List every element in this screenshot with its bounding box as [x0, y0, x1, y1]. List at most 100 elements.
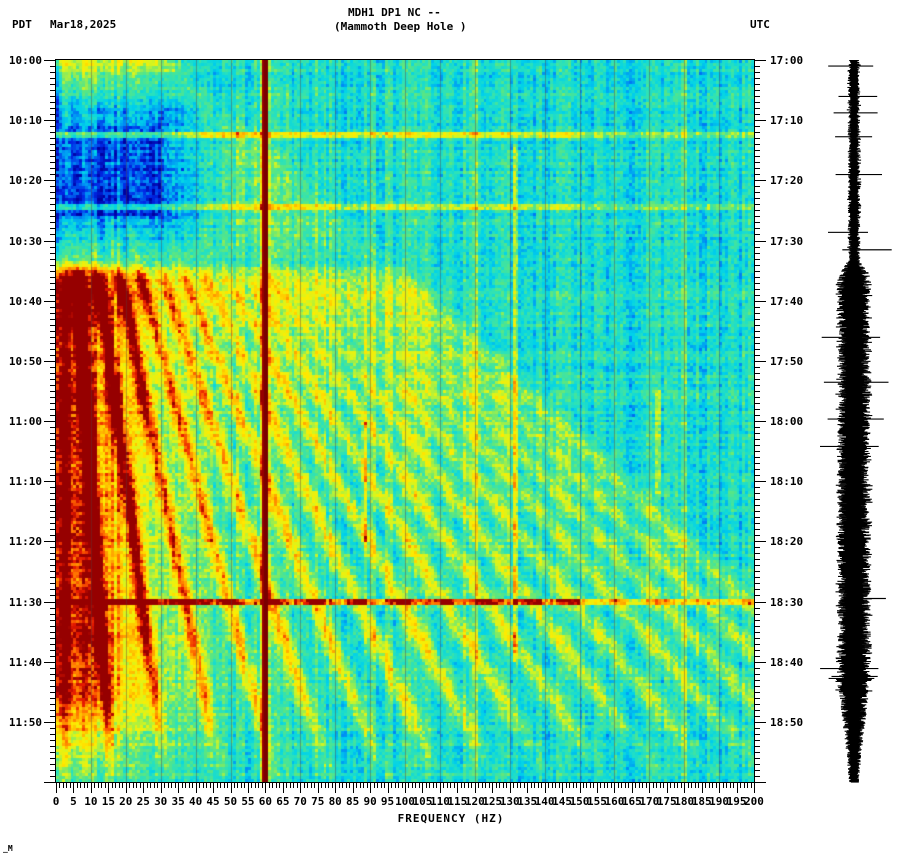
axis-major-tick — [754, 421, 766, 422]
axis-minor-tick — [754, 66, 760, 68]
axis-minor-tick — [754, 727, 760, 729]
axis-minor-tick — [754, 168, 760, 170]
axis-minor-tick — [237, 782, 239, 788]
axis-minor-tick — [279, 782, 281, 788]
time-label-utc: 17:40 — [770, 294, 804, 308]
axis-major-tick — [44, 782, 56, 783]
axis-minor-tick — [502, 782, 504, 788]
axis-minor-tick — [223, 782, 225, 788]
axis-major-tick — [108, 782, 110, 793]
frequency-label: 185 — [691, 795, 712, 808]
axis-major-tick — [596, 782, 598, 793]
axis-minor-tick — [754, 78, 760, 80]
axis-minor-tick — [268, 782, 270, 788]
axis-major-tick — [754, 120, 766, 122]
axis-minor-tick — [324, 782, 326, 788]
axis-minor-tick — [754, 342, 760, 344]
axis-minor-tick — [659, 782, 661, 788]
axis-major-tick — [44, 541, 56, 543]
axis-major-tick — [335, 782, 337, 793]
axis-minor-tick — [216, 782, 218, 788]
axis-minor-tick — [104, 782, 106, 788]
axis-minor-tick — [50, 637, 56, 639]
axis-minor-tick — [50, 186, 56, 188]
frequency-label: 0 — [52, 795, 60, 808]
axis-minor-tick — [754, 174, 760, 176]
time-label-pdt: 11:00 — [8, 415, 42, 428]
axis-minor-tick — [754, 451, 760, 453]
axis-minor-tick — [450, 782, 452, 788]
axis-minor-tick — [50, 222, 56, 224]
axis-minor-tick — [50, 433, 56, 435]
axis-minor-tick — [50, 559, 56, 561]
axis-major-tick — [44, 721, 56, 723]
axis-major-tick — [422, 782, 424, 793]
axis-minor-tick — [488, 782, 490, 788]
axis-minor-tick — [726, 782, 728, 788]
axis-minor-tick — [50, 162, 56, 164]
axis-minor-tick — [50, 276, 56, 278]
axis-major-tick — [44, 120, 56, 122]
axis-major-tick — [439, 782, 441, 793]
axis-minor-tick — [582, 782, 584, 788]
axis-minor-tick — [446, 782, 448, 788]
axis-minor-tick — [50, 439, 56, 441]
axis-major-tick — [44, 601, 56, 603]
time-label-utc: 17:50 — [770, 354, 804, 368]
axis-minor-tick — [401, 782, 403, 788]
axis-minor-tick — [50, 643, 56, 645]
axis-minor-tick — [754, 228, 760, 230]
axis-minor-tick — [50, 198, 56, 200]
axis-minor-tick — [303, 782, 305, 788]
frequency-label: 170 — [639, 795, 660, 808]
axis-minor-tick — [345, 782, 347, 788]
time-label-pdt: 11:50 — [8, 715, 42, 729]
axis-minor-tick — [50, 210, 56, 212]
time-label-pdt: 11:10 — [8, 475, 42, 489]
frequency-label: 105 — [412, 795, 433, 808]
axis-minor-tick — [192, 782, 194, 788]
axis-minor-tick — [50, 336, 56, 338]
axis-minor-tick — [50, 354, 56, 356]
axis-minor-tick — [50, 270, 56, 272]
axis-minor-tick — [453, 782, 455, 788]
axis-minor-tick — [754, 763, 760, 765]
axis-minor-tick — [310, 782, 312, 788]
axis-minor-tick — [296, 782, 298, 788]
axis-minor-tick — [50, 66, 56, 68]
axis-minor-tick — [754, 475, 760, 477]
axis-minor-tick — [754, 757, 760, 759]
axis-minor-tick — [754, 505, 760, 507]
axis-minor-tick — [83, 782, 85, 788]
axis-minor-tick — [50, 264, 56, 266]
axis-minor-tick — [754, 294, 760, 296]
axis-minor-tick — [50, 649, 56, 651]
frequency-label: 115 — [447, 795, 468, 808]
axis-minor-tick — [50, 463, 56, 465]
axis-minor-tick — [50, 84, 56, 86]
axis-minor-tick — [258, 782, 260, 788]
axis-minor-tick — [481, 782, 483, 788]
axis-minor-tick — [754, 691, 760, 693]
axis-minor-tick — [272, 782, 274, 788]
axis-minor-tick — [687, 782, 689, 788]
axis-minor-tick — [506, 782, 508, 788]
axis-minor-tick — [607, 782, 609, 788]
axis-minor-tick — [50, 144, 56, 146]
axis-minor-tick — [50, 703, 56, 705]
axis-major-tick — [160, 782, 162, 793]
axis-minor-tick — [307, 782, 309, 788]
time-label-pdt: 11:40 — [8, 655, 42, 669]
axis-minor-tick — [754, 463, 760, 465]
axis-minor-tick — [754, 769, 760, 771]
axis-minor-tick — [754, 577, 760, 579]
axis-minor-tick — [754, 318, 760, 320]
axis-minor-tick — [754, 709, 760, 711]
axis-major-tick — [666, 782, 668, 793]
axis-major-tick — [562, 782, 564, 793]
axis-minor-tick — [289, 782, 291, 788]
axis-minor-tick — [558, 782, 560, 788]
time-axis-utc: 17:00 17:10 17:20 17:30 17:40 17:50 18:00 18:10… — [754, 0, 894, 864]
axis-major-tick — [44, 240, 56, 242]
axis-major-tick — [56, 782, 57, 793]
